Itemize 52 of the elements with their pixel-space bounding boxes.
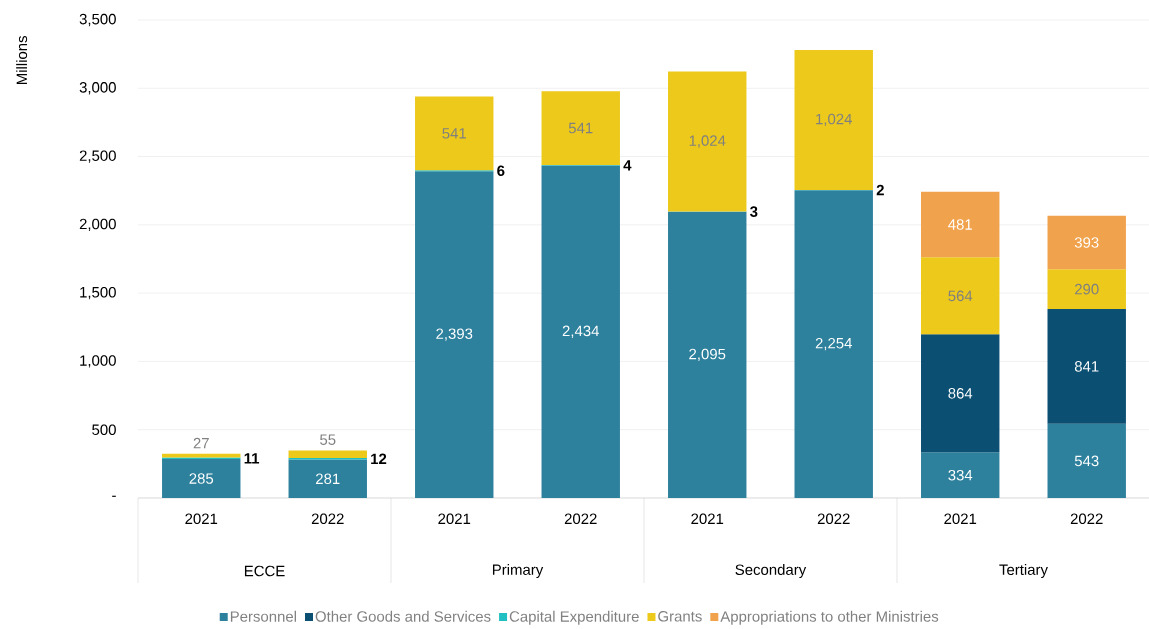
data-label: 1,024 (689, 135, 726, 148)
text: Secondary (735, 564, 807, 578)
data-label: 543 (1074, 455, 1099, 467)
data-label: 1,024 (816, 113, 852, 127)
data-label: 541 (442, 128, 466, 139)
x-tick-label: 2022 (311, 513, 344, 525)
data-label: 2,095 (689, 348, 726, 362)
legend-label: Other Goods and Services (315, 610, 491, 622)
data-label: 2,434 (562, 325, 599, 338)
x-tick-label: 2022 (564, 513, 597, 525)
data-label: 281 (316, 473, 340, 485)
legend-label: Personnel (230, 610, 296, 622)
data-label: 3 (750, 206, 758, 217)
data-label: 2,254 (815, 337, 852, 351)
text: Primary (492, 564, 544, 578)
y-tick-label: 2,000 (79, 218, 116, 232)
y-tick-label: 1,000 (80, 355, 116, 368)
legend-label: Grants (658, 611, 702, 622)
y-tick-label: 3,500 (79, 13, 116, 27)
y-tick-label: 500 (92, 424, 116, 435)
data-label: 4 (623, 160, 632, 171)
text: Tertiary (999, 564, 1048, 578)
x-tick-label: 2021 (185, 513, 218, 525)
y-tick-label: 3,000 (79, 82, 116, 95)
data-label: 393 (1074, 237, 1099, 248)
legend-label: Appropriations to other Ministries (720, 610, 939, 625)
y-tick-label: - (112, 495, 116, 497)
data-label: 2,393 (436, 328, 473, 341)
data-label: 481 (948, 219, 972, 230)
data-label: 55 (320, 434, 336, 445)
data-label: 6 (497, 165, 505, 177)
data-label: 27 (193, 437, 209, 449)
x-tick-label: 2022 (817, 513, 850, 525)
data-label: 290 (1075, 283, 1099, 295)
data-label: 541 (568, 122, 593, 134)
x-tick-label: 2021 (438, 513, 471, 525)
y-tick-label: 1,500 (80, 286, 116, 300)
legend-label: Capital Expenditure (509, 610, 639, 625)
y-axis-title: Millions (16, 36, 28, 85)
x-tick-label: 2021 (944, 513, 977, 525)
data-label: 334 (948, 469, 973, 481)
data-label: 285 (189, 473, 214, 484)
x-tick-label: 2022 (1070, 513, 1103, 525)
data-label: 2 (876, 184, 884, 196)
x-tick-label: 2021 (691, 513, 724, 525)
text: ECCE (244, 565, 285, 577)
data-label: 11 (244, 453, 260, 464)
data-label: 12 (371, 453, 387, 465)
data-label: 841 (1074, 361, 1099, 372)
data-label: 864 (948, 388, 973, 399)
data-label: 564 (948, 290, 973, 302)
y-tick-label: 2,500 (79, 150, 116, 163)
